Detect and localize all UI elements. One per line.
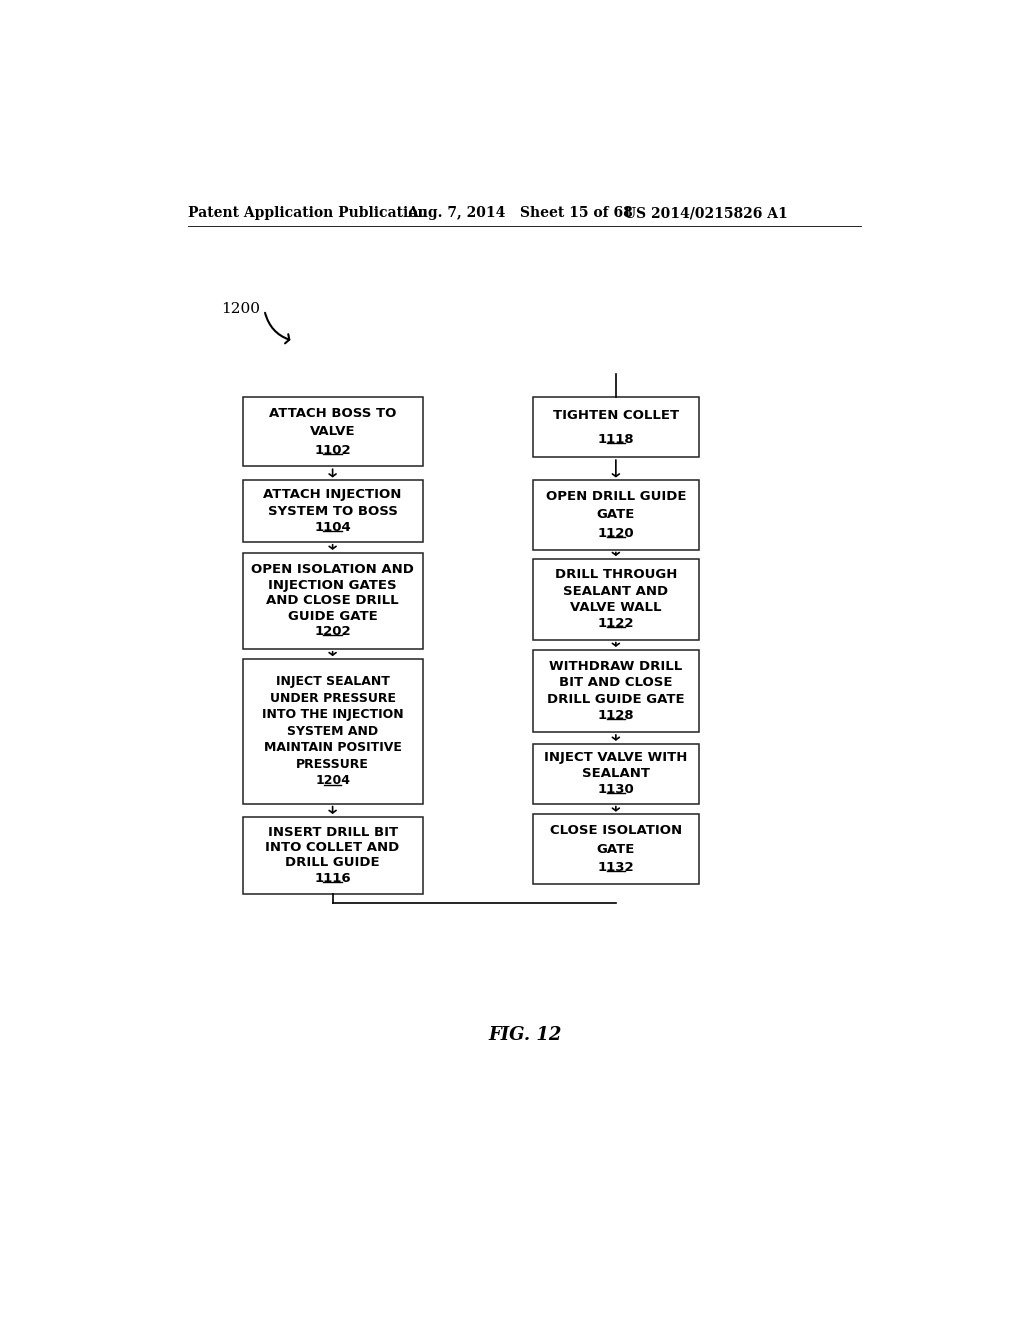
Bar (532, 480, 699, 549)
Text: GATE: GATE (597, 508, 635, 521)
Text: OPEN ISOLATION AND: OPEN ISOLATION AND (251, 564, 414, 577)
Text: UNDER PRESSURE: UNDER PRESSURE (269, 692, 395, 705)
Text: INJECTION GATES: INJECTION GATES (268, 579, 397, 591)
Text: DRILL GUIDE GATE: DRILL GUIDE GATE (547, 693, 685, 706)
Text: 1102: 1102 (314, 444, 351, 457)
Bar (243, 553, 423, 649)
Text: 1104: 1104 (314, 521, 351, 535)
Text: SEALANT AND: SEALANT AND (563, 585, 669, 598)
Text: 1128: 1128 (598, 709, 634, 722)
Text: 1132: 1132 (598, 861, 634, 874)
Text: OPEN DRILL GUIDE: OPEN DRILL GUIDE (546, 490, 686, 503)
Text: SYSTEM AND: SYSTEM AND (287, 725, 378, 738)
Bar (243, 480, 423, 543)
Text: 1118: 1118 (598, 433, 634, 446)
Text: GUIDE GATE: GUIDE GATE (288, 610, 378, 623)
Text: CLOSE ISOLATION: CLOSE ISOLATION (550, 824, 682, 837)
Bar (532, 558, 699, 640)
Text: VALVE: VALVE (310, 425, 355, 438)
Text: FIG. 12: FIG. 12 (488, 1026, 561, 1044)
Bar (243, 397, 423, 466)
Bar (532, 397, 699, 457)
Text: Aug. 7, 2014   Sheet 15 of 68: Aug. 7, 2014 Sheet 15 of 68 (407, 206, 633, 220)
Text: PRESSURE: PRESSURE (296, 758, 369, 771)
Bar (243, 817, 423, 894)
Text: Patent Application Publication: Patent Application Publication (188, 206, 428, 220)
Text: 1116: 1116 (314, 871, 351, 884)
Text: 1122: 1122 (598, 616, 634, 630)
Text: AND CLOSE DRILL: AND CLOSE DRILL (266, 594, 399, 607)
Text: BIT AND CLOSE: BIT AND CLOSE (559, 676, 673, 689)
Text: DRILL GUIDE: DRILL GUIDE (286, 857, 380, 870)
Bar (532, 649, 699, 733)
Text: 1200: 1200 (221, 302, 260, 315)
Text: INSERT DRILL BIT: INSERT DRILL BIT (267, 825, 397, 838)
Text: 1130: 1130 (597, 783, 634, 796)
Text: 1204: 1204 (315, 775, 350, 788)
Text: ATTACH BOSS TO: ATTACH BOSS TO (269, 407, 396, 420)
Bar (243, 659, 423, 804)
Text: INJECT VALVE WITH: INJECT VALVE WITH (544, 751, 687, 764)
Text: INJECT SEALANT: INJECT SEALANT (275, 675, 389, 688)
Text: SYSTEM TO BOSS: SYSTEM TO BOSS (267, 504, 397, 517)
Text: DRILL THROUGH: DRILL THROUGH (555, 569, 677, 582)
Text: GATE: GATE (597, 842, 635, 855)
Bar (532, 814, 699, 884)
Text: ATTACH INJECTION: ATTACH INJECTION (263, 488, 401, 502)
Text: SEALANT: SEALANT (582, 767, 650, 780)
Text: 1202: 1202 (314, 626, 351, 638)
Text: INTO THE INJECTION: INTO THE INJECTION (262, 709, 403, 721)
Text: VALVE WALL: VALVE WALL (570, 601, 662, 614)
Text: US 2014/0215826 A1: US 2014/0215826 A1 (624, 206, 787, 220)
Text: MAINTAIN POSITIVE: MAINTAIN POSITIVE (263, 742, 401, 754)
Text: 1120: 1120 (598, 527, 634, 540)
Text: WITHDRAW DRILL: WITHDRAW DRILL (549, 660, 682, 673)
Bar (532, 743, 699, 804)
Text: TIGHTEN COLLET: TIGHTEN COLLET (553, 409, 679, 421)
Text: INTO COLLET AND: INTO COLLET AND (265, 841, 399, 854)
